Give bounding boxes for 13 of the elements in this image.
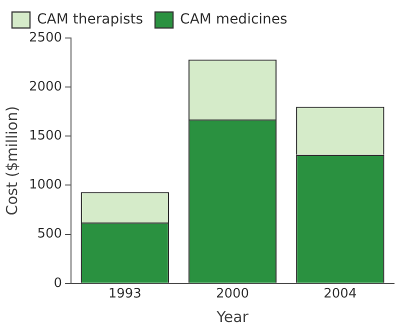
- y-tick-label: 500: [37, 226, 62, 242]
- y-tick-label: 1500: [28, 128, 62, 144]
- y-tick-label: 1000: [28, 178, 62, 193]
- legend-label: CAM medicines: [180, 12, 288, 28]
- x-tick-label: 2000: [216, 286, 250, 302]
- y-tick-label: 2500: [28, 30, 62, 46]
- y-tick-label: 0: [54, 276, 62, 291]
- x-tick-label: 1993: [108, 286, 142, 302]
- x-axis-title: Year: [216, 308, 250, 326]
- y-tick-label: 2000: [28, 79, 62, 94]
- legend-label: CAM therapists: [37, 12, 144, 28]
- y-axis-title: Cost ($million): [2, 106, 21, 216]
- x-tick-label: 2004: [324, 286, 357, 302]
